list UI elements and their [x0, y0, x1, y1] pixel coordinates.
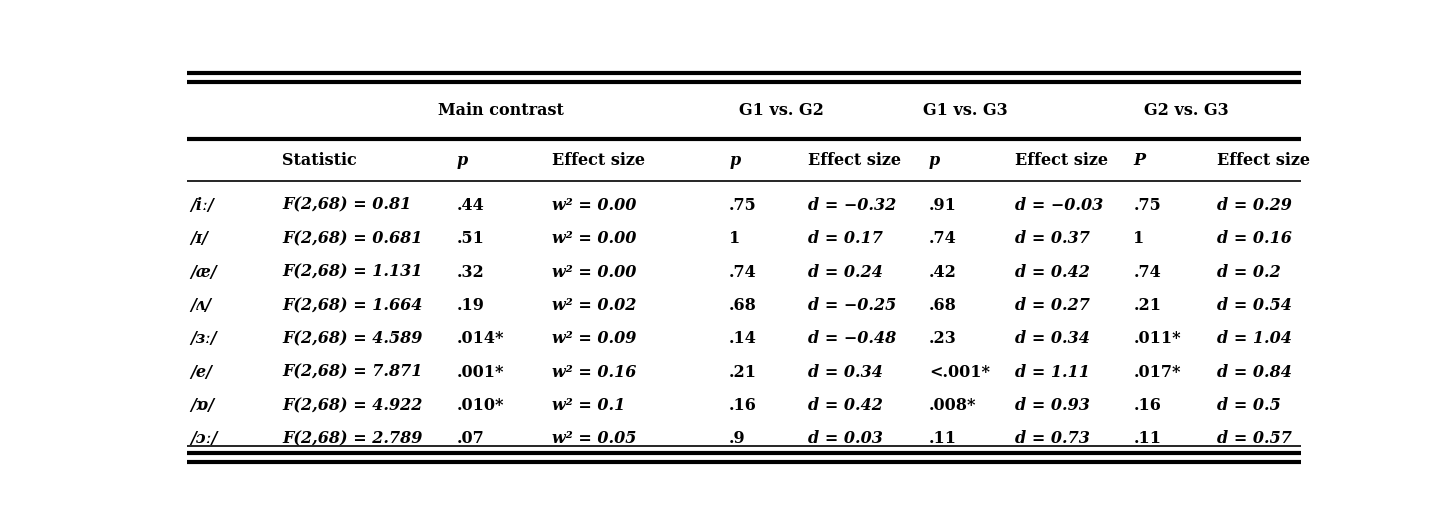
Text: d = 0.42: d = 0.42: [1016, 264, 1090, 280]
Text: .017*: .017*: [1133, 364, 1181, 381]
Text: G2 vs. G3: G2 vs. G3: [1143, 102, 1229, 120]
Text: w² = 0.00: w² = 0.00: [552, 197, 636, 214]
Text: .21: .21: [1133, 297, 1162, 314]
Text: d = 0.2: d = 0.2: [1217, 264, 1281, 280]
Text: .010*: .010*: [456, 397, 504, 414]
Text: <.001*: <.001*: [929, 364, 990, 381]
Text: 1: 1: [1133, 230, 1145, 247]
Text: d = 0.54: d = 0.54: [1217, 297, 1291, 314]
Text: /ʌ/: /ʌ/: [190, 297, 212, 314]
Text: .74: .74: [929, 230, 956, 247]
Text: .44: .44: [456, 197, 484, 214]
Text: .68: .68: [729, 297, 756, 314]
Text: 1: 1: [729, 230, 740, 247]
Text: /ɪ/: /ɪ/: [190, 230, 209, 247]
Text: F(2,68) = 0.681: F(2,68) = 0.681: [283, 230, 423, 247]
Text: P: P: [1133, 152, 1145, 169]
Text: .07: .07: [456, 430, 484, 447]
Text: Effect size: Effect size: [1016, 152, 1108, 169]
Text: .19: .19: [456, 297, 484, 314]
Text: d = 1.11: d = 1.11: [1016, 364, 1090, 381]
Text: .14: .14: [729, 330, 756, 347]
Text: d = 0.37: d = 0.37: [1016, 230, 1090, 247]
Text: .9: .9: [729, 430, 746, 447]
Text: .11: .11: [1133, 430, 1162, 447]
Text: .21: .21: [729, 364, 758, 381]
Text: d = 0.03: d = 0.03: [807, 430, 882, 447]
Text: d = 0.16: d = 0.16: [1217, 230, 1291, 247]
Text: d = −0.48: d = −0.48: [807, 330, 895, 347]
Text: /æ/: /æ/: [190, 264, 217, 280]
Text: F(2,68) = 1.131: F(2,68) = 1.131: [283, 264, 423, 280]
Text: d = 0.57: d = 0.57: [1217, 430, 1291, 447]
Text: .008*: .008*: [929, 397, 977, 414]
Text: d = 0.34: d = 0.34: [1016, 330, 1090, 347]
Text: d = 0.17: d = 0.17: [807, 230, 882, 247]
Text: .16: .16: [1133, 397, 1161, 414]
Text: d = 0.73: d = 0.73: [1016, 430, 1090, 447]
Text: d = 0.24: d = 0.24: [807, 264, 882, 280]
Text: .23: .23: [929, 330, 956, 347]
Text: d = 0.34: d = 0.34: [807, 364, 882, 381]
Text: d = 0.27: d = 0.27: [1016, 297, 1090, 314]
Text: Statistic: Statistic: [283, 152, 356, 169]
Text: /iː/: /iː/: [190, 197, 214, 214]
Text: w² = 0.1: w² = 0.1: [552, 397, 625, 414]
Text: F(2,68) = 4.589: F(2,68) = 4.589: [283, 330, 423, 347]
Text: p: p: [456, 152, 468, 169]
Text: Effect size: Effect size: [1217, 152, 1310, 169]
Text: Main contrast: Main contrast: [438, 102, 564, 120]
Text: Effect size: Effect size: [807, 152, 901, 169]
Text: F(2,68) = 2.789: F(2,68) = 2.789: [283, 430, 423, 447]
Text: .11: .11: [929, 430, 956, 447]
Text: w² = 0.09: w² = 0.09: [552, 330, 636, 347]
Text: G1 vs. G2: G1 vs. G2: [739, 102, 824, 120]
Text: d = 0.84: d = 0.84: [1217, 364, 1291, 381]
Text: d = 0.93: d = 0.93: [1016, 397, 1090, 414]
Text: .74: .74: [1133, 264, 1161, 280]
Text: w² = 0.05: w² = 0.05: [552, 430, 636, 447]
Text: .91: .91: [929, 197, 956, 214]
Text: d = 1.04: d = 1.04: [1217, 330, 1291, 347]
Text: w² = 0.02: w² = 0.02: [552, 297, 636, 314]
Text: w² = 0.00: w² = 0.00: [552, 230, 636, 247]
Text: d = −0.03: d = −0.03: [1016, 197, 1104, 214]
Text: d = −0.32: d = −0.32: [807, 197, 895, 214]
Text: d = 0.42: d = 0.42: [807, 397, 882, 414]
Text: .001*: .001*: [456, 364, 504, 381]
Text: /e/: /e/: [190, 364, 212, 381]
Text: .75: .75: [1133, 197, 1161, 214]
Text: d = 0.5: d = 0.5: [1217, 397, 1281, 414]
Text: Effect size: Effect size: [552, 152, 645, 169]
Text: F(2,68) = 0.81: F(2,68) = 0.81: [283, 197, 412, 214]
Text: .75: .75: [729, 197, 756, 214]
Text: /ɔː/: /ɔː/: [190, 430, 217, 447]
Text: G1 vs. G3: G1 vs. G3: [923, 102, 1007, 120]
Text: d = 0.29: d = 0.29: [1217, 197, 1291, 214]
Text: /ɒ/: /ɒ/: [190, 397, 214, 414]
Text: F(2,68) = 4.922: F(2,68) = 4.922: [283, 397, 423, 414]
Text: .014*: .014*: [456, 330, 504, 347]
Text: .74: .74: [729, 264, 756, 280]
Text: F(2,68) = 7.871: F(2,68) = 7.871: [283, 364, 423, 381]
Text: d = −0.25: d = −0.25: [807, 297, 895, 314]
Text: .42: .42: [929, 264, 956, 280]
Text: .011*: .011*: [1133, 330, 1181, 347]
Text: .16: .16: [729, 397, 756, 414]
Text: F(2,68) = 1.664: F(2,68) = 1.664: [283, 297, 423, 314]
Text: .68: .68: [929, 297, 956, 314]
Text: w² = 0.16: w² = 0.16: [552, 364, 636, 381]
Text: .51: .51: [456, 230, 484, 247]
Text: w² = 0.00: w² = 0.00: [552, 264, 636, 280]
Text: /ɜː/: /ɜː/: [190, 330, 217, 347]
Text: .32: .32: [456, 264, 484, 280]
Text: p: p: [729, 152, 740, 169]
Text: p: p: [929, 152, 940, 169]
